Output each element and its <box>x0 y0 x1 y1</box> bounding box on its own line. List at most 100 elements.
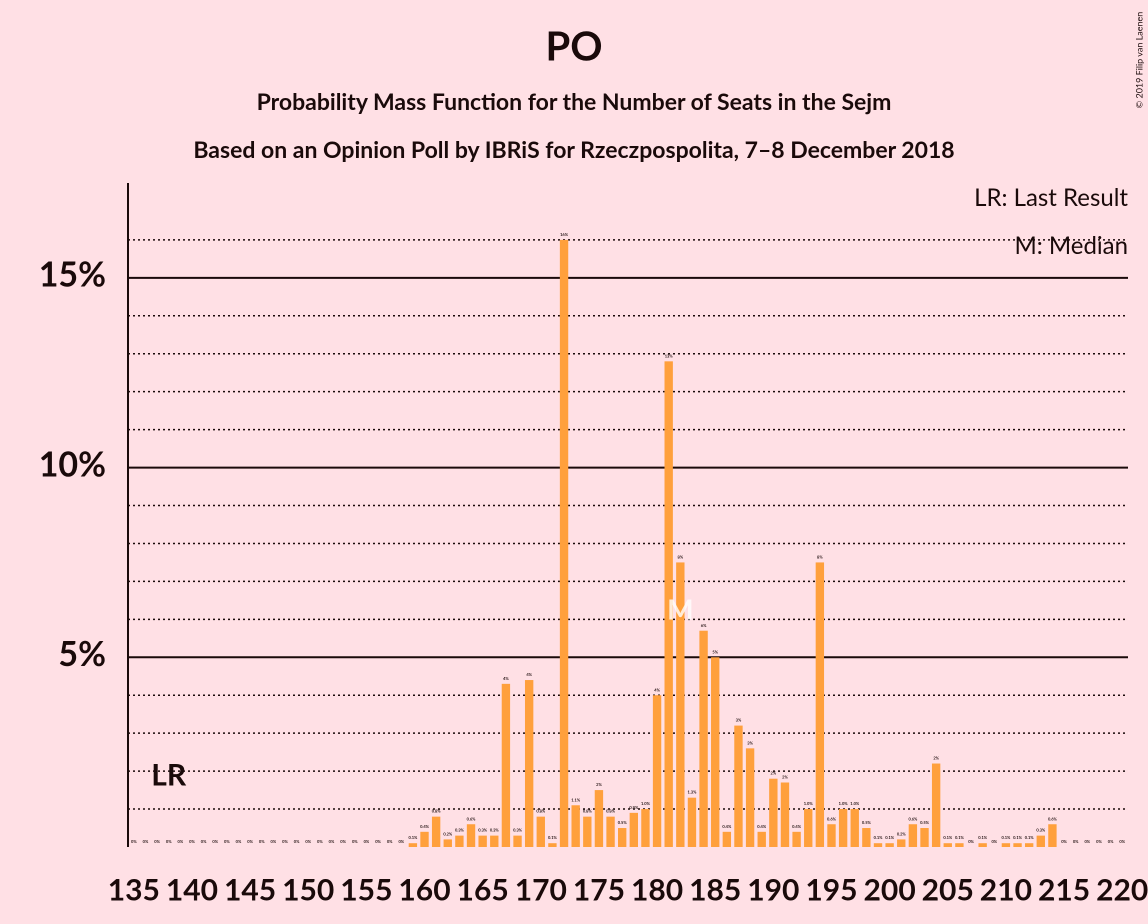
value-label: 0.1% <box>978 835 988 840</box>
bar <box>745 748 755 847</box>
value-label: 0.1% <box>885 835 895 840</box>
bar <box>908 824 918 847</box>
chart-subtitle: Probability Mass Function for the Number… <box>257 87 892 115</box>
value-label: 6% <box>701 623 707 628</box>
value-label: 0% <box>387 839 393 844</box>
value-label: 0.1% <box>1001 835 1011 840</box>
value-label: 13% <box>665 353 674 358</box>
x-tick-label: 150 <box>282 872 334 908</box>
value-label: 1.3% <box>688 790 698 795</box>
value-label: 0% <box>143 839 149 844</box>
x-tick-label: 180 <box>631 872 683 908</box>
value-label: 0% <box>1108 839 1114 844</box>
value-label: 0% <box>1119 839 1125 844</box>
bar <box>769 778 778 847</box>
value-label: 0% <box>329 839 335 844</box>
legend-entry: LR: Last Result <box>974 183 1128 212</box>
value-label: 0% <box>1073 839 1079 844</box>
bar <box>978 843 987 847</box>
bar <box>676 562 685 847</box>
value-label: 2% <box>771 771 777 776</box>
last-result-label: LR <box>151 757 187 793</box>
value-label: 1.0% <box>850 801 860 806</box>
value-label: 0% <box>259 839 265 844</box>
bar <box>1024 843 1034 847</box>
value-label: 0.5% <box>618 820 628 825</box>
value-label: 0.5% <box>862 820 872 825</box>
bar <box>815 562 825 847</box>
value-label: 0.4% <box>757 824 767 829</box>
x-tick-label: 210 <box>980 872 1032 908</box>
chart-subtitle: Based on an Opinion Poll by IBRiS for Rz… <box>193 135 954 163</box>
bar <box>420 831 429 847</box>
bar <box>1001 843 1011 847</box>
value-label: 0.1% <box>408 835 418 840</box>
bar <box>478 835 487 847</box>
value-label: 1.0% <box>839 801 849 806</box>
value-label: 0.6% <box>827 816 837 821</box>
bar <box>641 809 650 847</box>
value-label: 3% <box>736 718 742 723</box>
value-label: 0.6% <box>1048 816 1058 821</box>
x-tick-label: 195 <box>805 872 857 908</box>
value-label: 0.8% <box>583 809 593 814</box>
value-label: 0.8% <box>432 809 442 814</box>
x-tick-label: 135 <box>108 872 160 908</box>
bar <box>408 843 418 847</box>
value-label: 0.3% <box>513 828 523 833</box>
value-label: 0.2% <box>443 831 453 836</box>
bar <box>792 831 801 847</box>
bar <box>897 839 906 847</box>
value-label: 1.1% <box>571 797 581 802</box>
bar <box>804 809 813 847</box>
bar <box>699 630 708 847</box>
value-label: 0% <box>166 839 172 844</box>
value-label: 0.1% <box>943 835 953 840</box>
bar <box>431 816 441 847</box>
chart-title: PO <box>545 21 602 69</box>
value-label: 0% <box>212 839 218 844</box>
bar <box>536 816 545 847</box>
value-label: 0% <box>294 839 300 844</box>
value-label: 0% <box>131 839 137 844</box>
value-label: 4% <box>526 672 532 677</box>
value-label: 0% <box>1061 839 1067 844</box>
value-label: 0% <box>178 839 184 844</box>
value-label: 0.1% <box>874 835 884 840</box>
x-tick-label: 165 <box>457 872 509 908</box>
value-label: 0.8% <box>606 809 616 814</box>
value-label: 0% <box>1084 839 1090 844</box>
x-tick-label: 215 <box>1038 872 1090 908</box>
bar <box>501 683 511 847</box>
x-tick-label: 145 <box>224 872 276 908</box>
value-label: 0.1% <box>1025 835 1035 840</box>
y-tick-label: 10% <box>39 443 106 484</box>
value-label: 2% <box>782 775 788 780</box>
value-label: 0.2% <box>897 831 907 836</box>
bar <box>455 835 464 847</box>
x-tick-label: 175 <box>573 872 625 908</box>
bar <box>490 835 499 847</box>
value-label: 0% <box>305 839 311 844</box>
value-label: 0% <box>398 839 404 844</box>
bar <box>652 695 662 847</box>
copyright: © 2019 Filip van Laenen <box>1133 12 1144 109</box>
value-label: 0.3% <box>1036 828 1046 833</box>
bar <box>711 657 720 847</box>
bar <box>827 824 836 847</box>
y-tick-label: 15% <box>39 254 106 295</box>
bar <box>571 805 580 847</box>
bar <box>548 843 557 847</box>
value-label: 0% <box>189 839 195 844</box>
x-tick-label: 160 <box>398 872 450 908</box>
value-label: 0% <box>991 839 997 844</box>
value-label: 0.4% <box>722 824 732 829</box>
bar <box>618 828 627 847</box>
legend-entry: M: Median <box>1014 231 1128 260</box>
value-label: 0% <box>154 839 160 844</box>
value-label: 2% <box>933 756 939 761</box>
value-label: 0% <box>375 839 381 844</box>
value-label: 0% <box>352 839 358 844</box>
